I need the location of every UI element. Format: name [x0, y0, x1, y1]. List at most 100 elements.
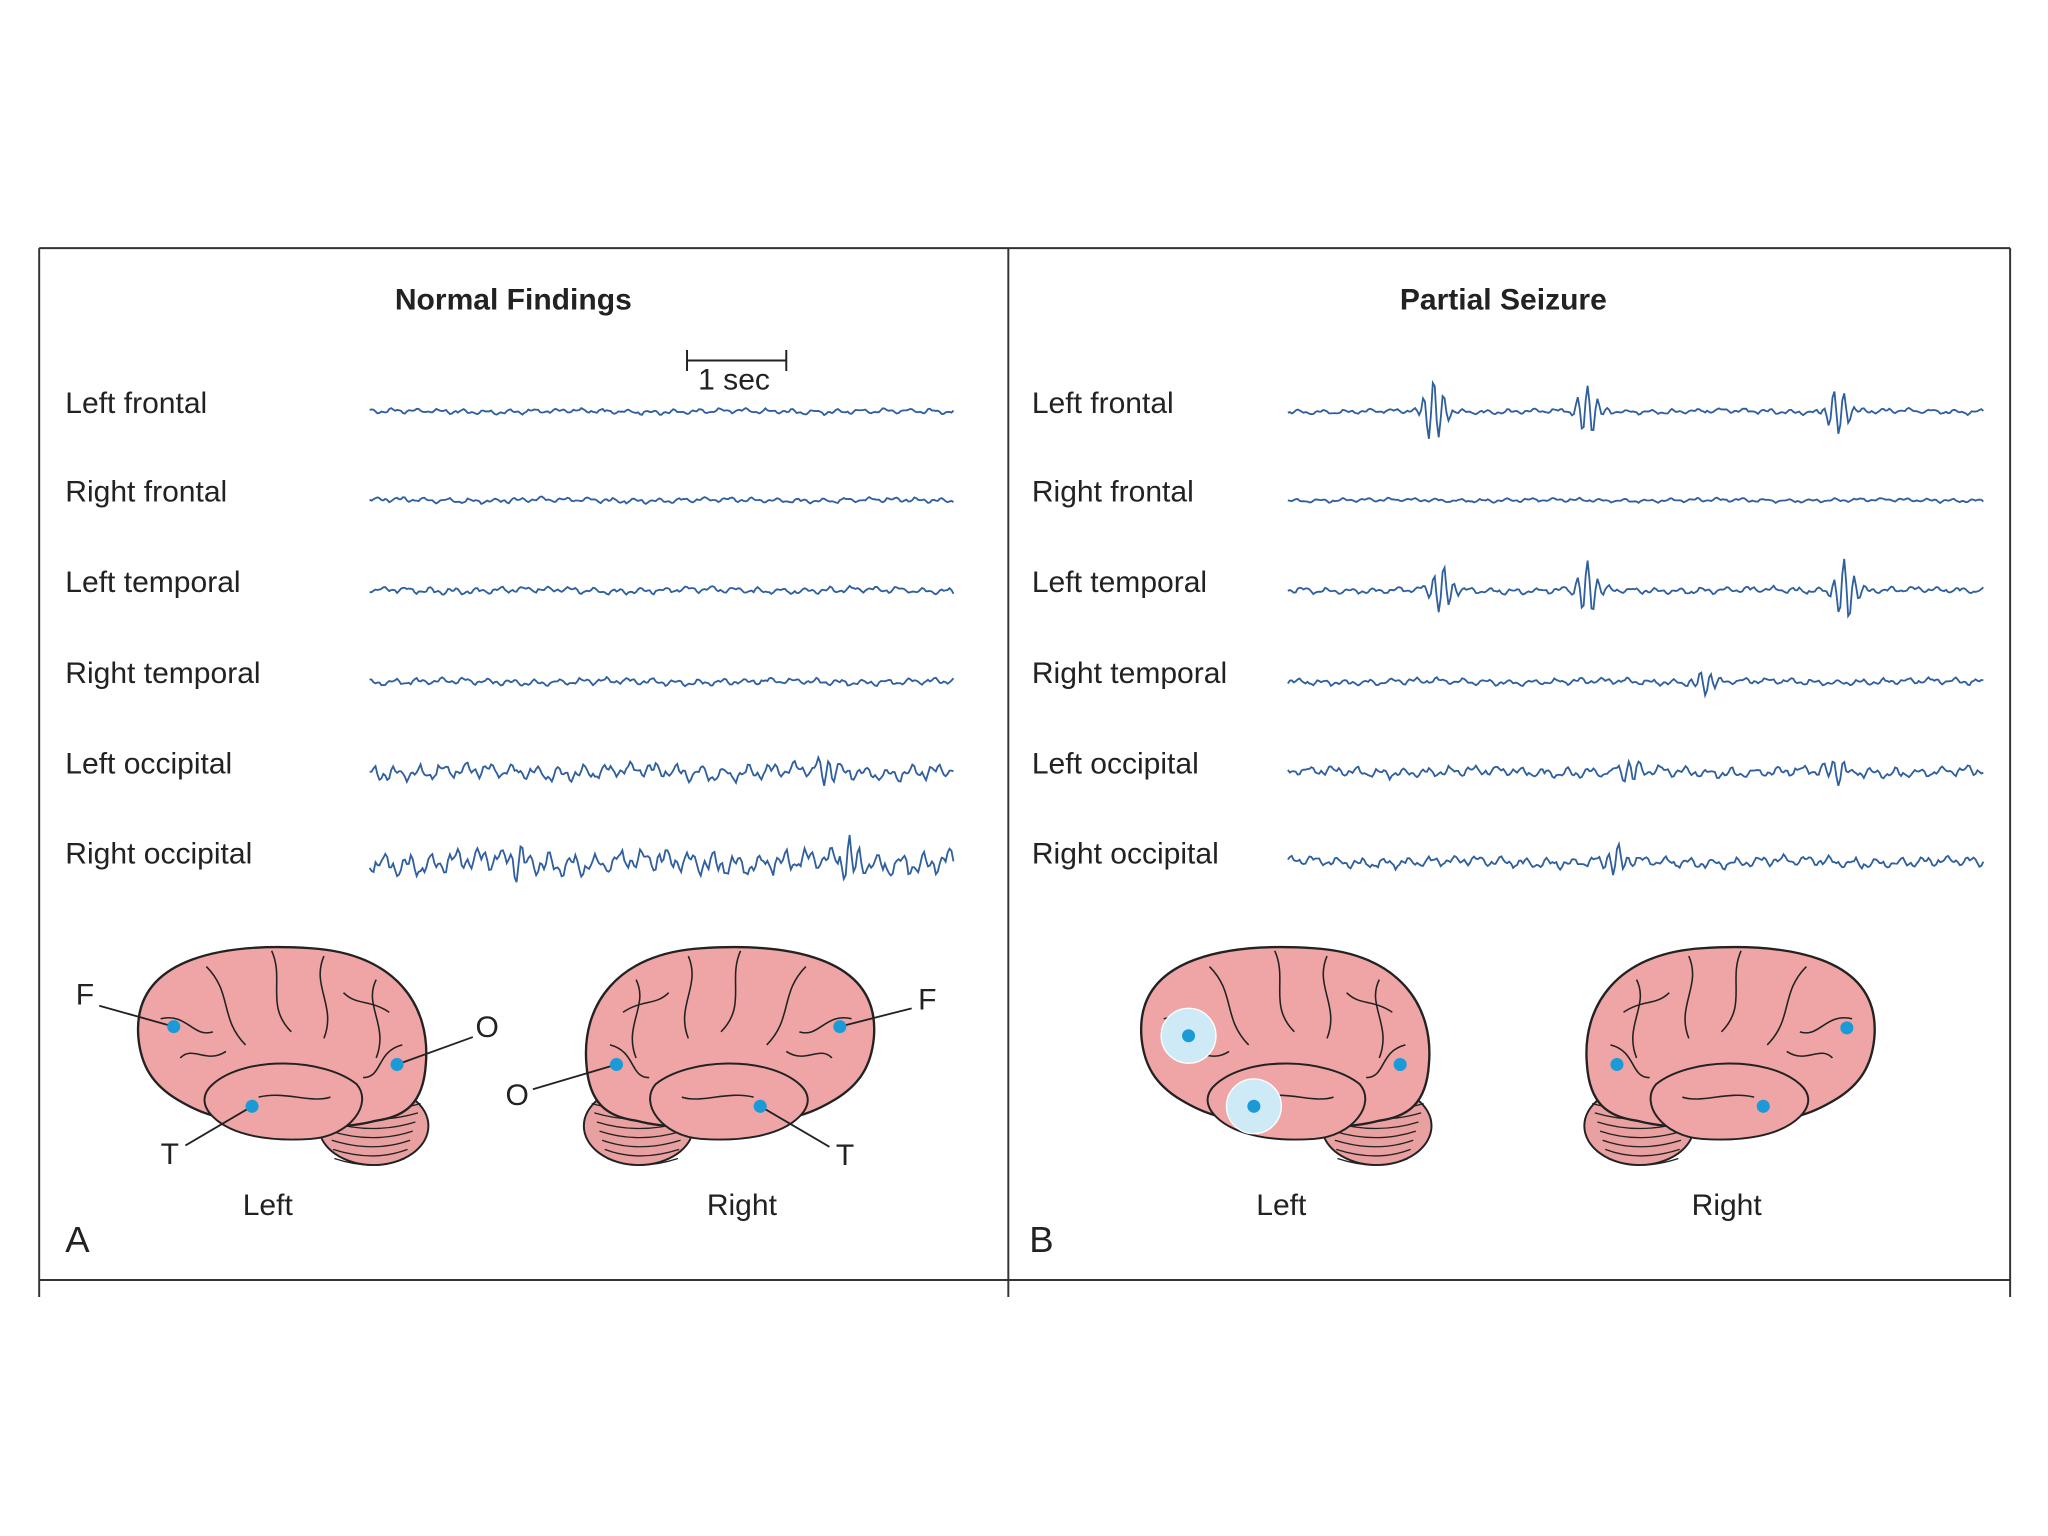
brain-caption: Left [243, 1189, 294, 1222]
sulcus [1346, 992, 1393, 1013]
sulcus [1632, 979, 1642, 1059]
brain-caption: Right [707, 1189, 778, 1222]
channel-label: Right temporal [65, 657, 260, 690]
temporal-lobe [649, 1062, 809, 1141]
sulcus [1374, 979, 1384, 1059]
electrode-label: F [76, 979, 94, 1012]
sulcus [1274, 950, 1295, 1033]
eeg-trace [369, 495, 954, 506]
electrode-label: O [476, 1011, 499, 1044]
channel-label: Left temporal [65, 566, 240, 599]
eeg-trace [1287, 671, 1984, 699]
channel-label: Right temporal [1032, 657, 1227, 690]
brain [1583, 945, 1876, 1167]
sulcus [766, 965, 807, 1046]
electrode [609, 1057, 624, 1072]
sulcus [1623, 992, 1670, 1013]
channel-label: Left occipital [65, 747, 232, 780]
sulcus [319, 955, 329, 1039]
channel-label: Left frontal [65, 387, 207, 420]
cerebellum-fold [1602, 1139, 1682, 1148]
cerebellum-fold [1333, 1130, 1417, 1139]
brain-caption: Right [1692, 1189, 1763, 1222]
pointer-line [532, 1063, 617, 1091]
electrode [1840, 1021, 1854, 1035]
cerebellum-fold [330, 1130, 413, 1139]
sulcus [720, 950, 742, 1033]
electrode [753, 1099, 767, 1113]
sulcus [799, 1016, 852, 1034]
pointer-line [759, 1105, 830, 1148]
sulcus [1610, 1044, 1650, 1079]
sulcus [1366, 1044, 1406, 1079]
cerebellum-fold [1607, 1157, 1679, 1166]
electrode-label: O [506, 1079, 529, 1112]
eeg-trace [368, 834, 955, 883]
eeg-trace [369, 406, 955, 417]
panel-letter: A [65, 1219, 90, 1260]
cerebellum-fold [599, 1130, 682, 1139]
scale-bar [686, 350, 788, 371]
brain-caption: Left [1256, 1189, 1307, 1222]
electrode [1610, 1057, 1624, 1072]
scale-label: 1 sec [698, 363, 770, 396]
eeg-trace [369, 754, 954, 786]
channel-label: Right frontal [1032, 476, 1194, 509]
cerebellum-fold [1335, 1148, 1411, 1157]
cerebellum-fold [1337, 1157, 1409, 1166]
eeg-trace [369, 675, 955, 688]
pointer-line [185, 1105, 253, 1147]
panel-title: Partial Seizure [1400, 284, 1607, 317]
channel-label: Right occipital [65, 837, 252, 870]
eeg-trace [1287, 379, 1984, 439]
pointer-line [839, 1007, 912, 1028]
sulcus [622, 992, 670, 1013]
electrode [1756, 1099, 1770, 1113]
brain [137, 945, 430, 1167]
pointer-line [99, 1004, 174, 1028]
electrode-label: F [918, 984, 936, 1017]
cerebellum-fold [1599, 1130, 1683, 1139]
electrode [390, 1057, 404, 1072]
sulcus [342, 992, 390, 1013]
temporal-lobe [1649, 1062, 1810, 1141]
sulcus [179, 1050, 227, 1059]
channel-label: Left temporal [1032, 566, 1207, 599]
sulcus [1322, 955, 1332, 1039]
sulcus [1799, 1016, 1853, 1034]
sulcus [363, 1044, 403, 1079]
sulcus [1684, 955, 1694, 1039]
cerebellum-fold [1604, 1148, 1680, 1157]
electrode-label: T [836, 1139, 854, 1172]
content: Normal Findings A 1 sec Left frontal Right f… [65, 284, 1985, 1260]
sulcus [258, 1094, 331, 1100]
channel-label: Left frontal [1032, 387, 1174, 420]
electrode [1247, 1099, 1261, 1113]
electrode [1393, 1057, 1407, 1072]
sulcus [371, 979, 381, 1059]
channel-label: Right frontal [65, 476, 227, 509]
cerebellum-fold [332, 1148, 408, 1157]
sulcus [205, 965, 247, 1046]
channel-label: Right occipital [1032, 837, 1219, 870]
brain [582, 945, 876, 1167]
cerebellum-fold [334, 1157, 406, 1166]
cerebellum-fold [607, 1157, 679, 1166]
cerebellum-fold [604, 1148, 680, 1157]
pointer-line [396, 1036, 474, 1066]
electrode [167, 1020, 181, 1034]
frame [38, 247, 2012, 1297]
eeg-trace [1287, 840, 1985, 876]
sulcus [270, 950, 292, 1033]
eeg-trace [1287, 496, 1984, 505]
panel-letter: B [1029, 1219, 1053, 1260]
cerebellum-fold [1334, 1139, 1414, 1148]
sulcus [160, 1016, 214, 1034]
sulcus [683, 955, 693, 1039]
eeg-trace [1287, 558, 1984, 619]
sulcus [681, 1094, 754, 1100]
sulcus [1208, 965, 1250, 1046]
channel-label: Left occipital [1032, 747, 1199, 780]
electrode [245, 1099, 259, 1113]
